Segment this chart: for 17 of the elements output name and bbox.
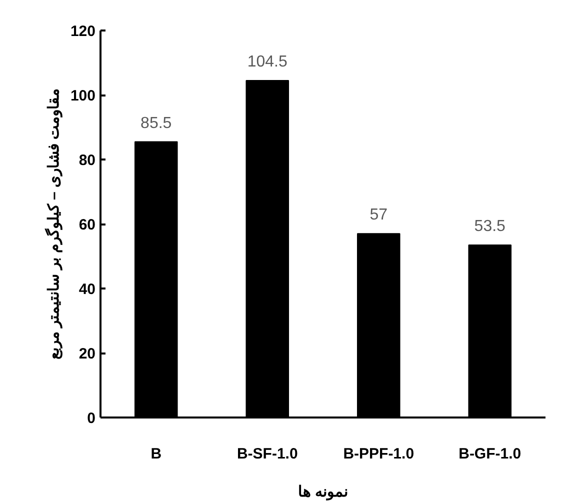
y-tick-label: 20 <box>78 346 96 362</box>
data-label: 53.5 <box>474 218 506 235</box>
x-axis-title: نمونه ها <box>298 484 348 500</box>
y-tick-label: 60 <box>78 216 96 234</box>
y-tick-label: 0 <box>87 410 96 427</box>
y-tick-label: 120 <box>70 23 96 40</box>
y-tick-label: 100 <box>70 88 96 104</box>
y-axis-title: مقاومت فشاری – کیلوگرم بر سانتیمتر مربع <box>44 88 62 360</box>
data-label: 57 <box>370 206 388 224</box>
y-tick-label: 80 <box>78 152 96 169</box>
y-tick-label: 40 <box>78 281 96 298</box>
data-label: 104.5 <box>247 53 288 70</box>
x-tick-label: B-PPF-1.0 <box>343 446 414 462</box>
data-label: 85.5 <box>140 114 172 132</box>
x-tick-label: B-GF-1.0 <box>458 446 522 462</box>
x-tick-label: B <box>150 446 162 462</box>
x-tick-label: B-SF-1.0 <box>236 446 298 462</box>
